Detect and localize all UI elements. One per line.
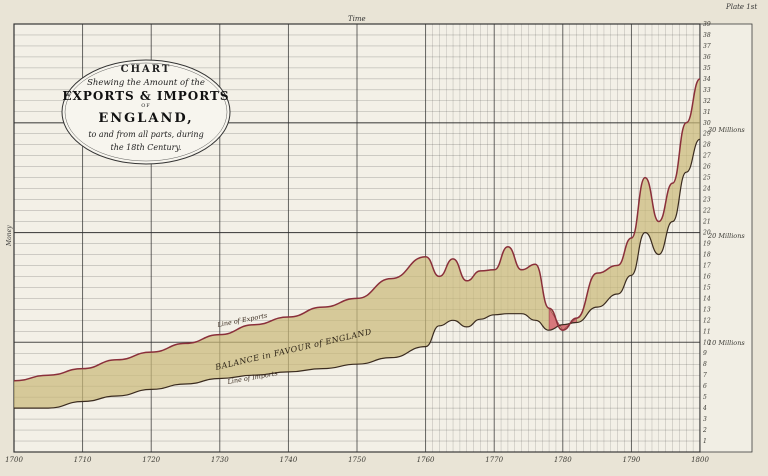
y-tick-label: 39 bbox=[703, 21, 711, 28]
x-tick-label: 1770 bbox=[485, 456, 503, 464]
y-tick-label: 19 bbox=[703, 240, 711, 247]
y-tick-label: 22 bbox=[702, 208, 711, 215]
balance-area bbox=[14, 78, 700, 409]
x-tick-label: 1700 bbox=[5, 456, 23, 464]
title-cartouche: CHART Shewing the Amount of the EXPORTS … bbox=[61, 59, 231, 165]
top-axis-label: Time bbox=[348, 15, 366, 23]
millions-label-10: 10 Millions bbox=[708, 339, 745, 347]
x-tick-label: 1790 bbox=[622, 456, 640, 464]
x-tick-label: 1780 bbox=[554, 456, 572, 464]
y-tick-label: 31 bbox=[703, 109, 711, 116]
y-tick-label: 4 bbox=[702, 405, 707, 412]
y-tick-label: 26 bbox=[702, 164, 711, 171]
y-tick-label: 9 bbox=[703, 350, 707, 357]
data-lines bbox=[13, 78, 701, 409]
y-tick-label: 12 bbox=[703, 317, 711, 324]
plate-label: Plate 1st bbox=[725, 3, 757, 11]
y-tick-label: 6 bbox=[703, 383, 707, 390]
cartouche-line1: CHART bbox=[121, 64, 172, 75]
y-tick-label: 34 bbox=[703, 76, 711, 83]
y-tick-label: 10 bbox=[703, 339, 711, 346]
y-tick-label: 28 bbox=[702, 142, 711, 149]
y-tick-label: 32 bbox=[703, 98, 711, 105]
x-tick-label: 1730 bbox=[211, 456, 229, 464]
y-tick-label: 16 bbox=[703, 273, 711, 280]
cartouche-line4: OF bbox=[141, 103, 151, 109]
y-tick-label: 3 bbox=[703, 416, 707, 423]
cartouche-oval bbox=[61, 59, 231, 165]
cartouche-line5: ENGLAND, bbox=[98, 111, 193, 126]
exports-line bbox=[13, 78, 701, 382]
y-tick-label: 11 bbox=[703, 328, 711, 335]
y-tick-label: 35 bbox=[703, 65, 711, 72]
y-tick-label: 27 bbox=[702, 153, 711, 160]
y-tick-label: 33 bbox=[703, 87, 711, 94]
x-tick-label: 1710 bbox=[74, 456, 92, 464]
y-tick-label: 7 bbox=[703, 372, 707, 379]
y-tick-label: 15 bbox=[703, 284, 711, 291]
y-tick-label: 14 bbox=[703, 295, 711, 302]
y-tick-label: 37 bbox=[703, 43, 711, 50]
cartouche-line7: the 18th Century. bbox=[111, 143, 182, 152]
x-tick-label: 1760 bbox=[417, 456, 435, 464]
y-tick-label: 5 bbox=[703, 394, 707, 401]
millions-label-20: 20 Millions bbox=[707, 232, 745, 240]
y-tick-labels: 1234567891011121314151617181920212223242… bbox=[702, 21, 711, 445]
left-axis-label: Money bbox=[6, 225, 13, 247]
x-tick-label: 1800 bbox=[691, 456, 709, 464]
y-tick-label: 13 bbox=[703, 306, 711, 313]
millions-label-30: 30 Millions bbox=[708, 126, 745, 134]
y-tick-label: 1 bbox=[703, 438, 707, 445]
imports-line bbox=[13, 138, 701, 409]
cartouche-line2: Shewing the Amount of the bbox=[87, 78, 205, 88]
y-tick-label: 2 bbox=[702, 427, 707, 434]
cartouche-line6: to and from all parts, during bbox=[88, 130, 203, 139]
y-tick-label: 25 bbox=[702, 175, 711, 182]
y-tick-label: 20 bbox=[702, 230, 711, 237]
right-scale-paper bbox=[699, 23, 753, 453]
cartouche-line3: EXPORTS & IMPORTS bbox=[62, 89, 229, 103]
y-tick-label: 8 bbox=[703, 361, 707, 368]
y-tick-label: 38 bbox=[703, 32, 711, 39]
y-tick-label: 30 bbox=[703, 120, 711, 127]
x-tick-label: 1750 bbox=[348, 456, 366, 464]
x-tick-label: 1720 bbox=[142, 456, 160, 464]
x-tick-labels: 1700 1710 1720 1730 1740 1750 1760 1770 1780 1790… bbox=[5, 456, 709, 464]
y-tick-label: 36 bbox=[703, 54, 711, 61]
y-tick-label: 18 bbox=[703, 251, 711, 258]
cartouche-oval-inner bbox=[64, 62, 228, 162]
y-tick-label: 24 bbox=[702, 186, 711, 193]
y-tick-label: 23 bbox=[702, 197, 711, 204]
y-tick-label: 21 bbox=[702, 219, 711, 226]
y-tick-label: 29 bbox=[702, 131, 711, 138]
x-tick-label: 1740 bbox=[279, 456, 297, 464]
y-tick-label: 17 bbox=[703, 262, 711, 269]
